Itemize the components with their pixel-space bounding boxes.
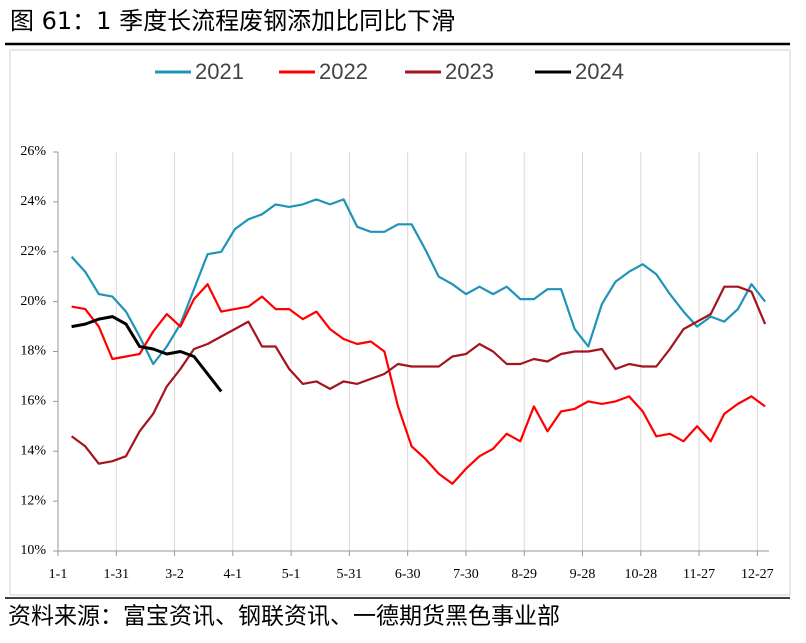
x-tick-label: 7-30 (453, 567, 479, 582)
y-tick-label: 18% (20, 344, 46, 359)
y-tick-label: 12% (20, 493, 46, 508)
x-tick-label: 11-27 (683, 567, 715, 582)
chart-title: 图 61：1 季度长流程废钢添加比同比下滑 (10, 7, 455, 35)
x-tick-label: 8-29 (511, 567, 537, 582)
x-tick-label: 3-2 (165, 567, 184, 582)
y-tick-label: 22% (20, 244, 46, 259)
x-tick-label: 4-1 (224, 567, 243, 582)
x-tick-label: 10-28 (624, 567, 657, 582)
y-tick-label: 16% (20, 394, 46, 409)
legend-label: 2022 (319, 59, 368, 84)
series-line (71, 283, 766, 485)
legend-label: 2024 (575, 59, 624, 84)
x-tick-label: 9-28 (570, 567, 596, 582)
x-tick-label: 6-30 (395, 567, 421, 582)
x-tick-label: 1-31 (103, 567, 129, 582)
y-tick-label: 10% (20, 543, 46, 558)
legend-label: 2021 (195, 59, 244, 84)
series-line (71, 315, 223, 393)
chart-frame (9, 49, 791, 596)
y-tick-label: 26% (20, 144, 46, 159)
source-note: 资料来源：富宝资讯、钢联资讯、一德期货黑色事业部 (8, 604, 560, 630)
x-tick-label: 1-1 (49, 567, 68, 582)
y-tick-label: 20% (20, 294, 46, 309)
x-tick-label: 5-1 (282, 567, 301, 582)
legend-label: 2023 (445, 59, 494, 84)
series-line (70, 285, 767, 465)
series-line (70, 198, 766, 366)
y-tick-label: 24% (20, 194, 46, 209)
x-tick-label: 12-27 (741, 567, 774, 582)
x-tick-label: 5-31 (337, 567, 363, 582)
y-tick-label: 14% (20, 443, 46, 458)
